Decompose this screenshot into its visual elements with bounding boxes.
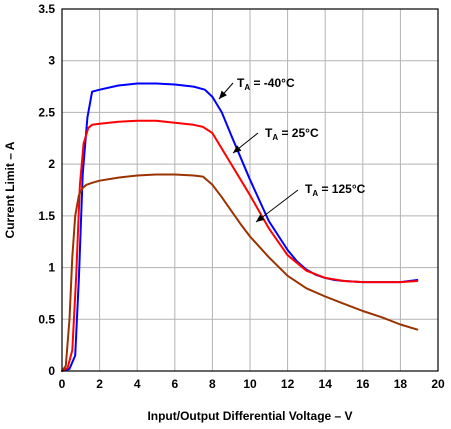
series-label-subscript: A bbox=[312, 189, 318, 198]
annotation-arrow-2 bbox=[255, 189, 299, 223]
x-axis-title: Input/Output Differential Voltage – V bbox=[147, 409, 352, 423]
series-label-subscript: A bbox=[244, 83, 250, 92]
series-label-rest: = 25°C bbox=[278, 126, 319, 140]
y-axis-title: Current Limit – A bbox=[3, 141, 17, 238]
y-tick-label: 0 bbox=[48, 364, 55, 378]
series-label-1: TA = 25°C bbox=[265, 126, 319, 142]
x-tick-label: 12 bbox=[281, 377, 295, 391]
grid-layer bbox=[62, 9, 438, 371]
annotation-arrowhead-1 bbox=[233, 145, 242, 153]
x-tick-label: 18 bbox=[394, 377, 408, 391]
x-tick-label: 0 bbox=[59, 377, 66, 391]
series-line-1 bbox=[61, 119, 419, 372]
y-tick-label: 3 bbox=[48, 54, 55, 68]
x-tick-label: 8 bbox=[209, 377, 216, 391]
series-layer bbox=[61, 82, 419, 372]
annotation-arrowhead-2 bbox=[256, 214, 265, 222]
series-line-2 bbox=[61, 173, 419, 372]
series-label-0: TA = -40°C bbox=[237, 76, 295, 92]
x-tick-label: 2 bbox=[96, 377, 103, 391]
tick-layer: 0 2 4 6 8 10 12 14 16 18 20 0 0.5 1 1.5 2 2.5 3 3.5 bbox=[38, 2, 445, 391]
y-tick-label: 2.5 bbox=[38, 105, 55, 119]
x-tick-label: 14 bbox=[319, 377, 333, 391]
y-tick-label: 1 bbox=[48, 261, 55, 275]
series-label-rest: = -40°C bbox=[250, 76, 295, 90]
x-tick-label: 4 bbox=[134, 377, 141, 391]
x-tick-label: 20 bbox=[431, 377, 445, 391]
series-label-2: TA = 125°C bbox=[305, 182, 366, 198]
series-label-main: T bbox=[305, 182, 313, 196]
y-tick-label: 2 bbox=[48, 157, 55, 171]
y-tick-label: 0.5 bbox=[38, 312, 55, 326]
y-tick-label: 1.5 bbox=[38, 209, 55, 223]
series-label-main: T bbox=[265, 126, 273, 140]
series-label-main: T bbox=[237, 76, 245, 90]
x-tick-label: 10 bbox=[243, 377, 257, 391]
x-tick-label: 6 bbox=[171, 377, 178, 391]
y-tick-label: 3.5 bbox=[38, 2, 55, 16]
plot-border bbox=[61, 8, 439, 372]
annotation-layer: TA = -40°CTA = 25°CTA = 125°C bbox=[218, 76, 366, 223]
series-label-subscript: A bbox=[272, 133, 278, 142]
x-tick-label: 16 bbox=[356, 377, 370, 391]
annotation-arrowhead-0 bbox=[219, 90, 227, 99]
series-label-rest: = 125°C bbox=[318, 182, 365, 196]
